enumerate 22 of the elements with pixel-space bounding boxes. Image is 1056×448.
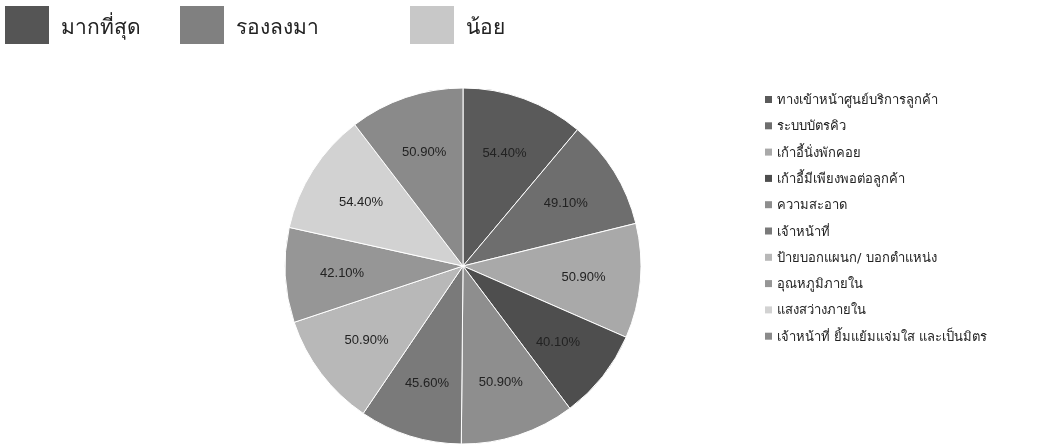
data-label: 50.90% xyxy=(561,269,607,285)
legend-label: แสงสว่างภายใน xyxy=(777,302,866,318)
legend-label: อุณหภูมิภายใน xyxy=(777,276,863,293)
data-label: 50.90% xyxy=(478,374,524,389)
legend-label: ป้ายบอกแผนก/ บอกตำแหน่ง xyxy=(777,249,937,265)
legend-label: เก้าอี้นั่งพักคอย xyxy=(777,142,861,160)
legend-label: ทางเข้าหน้าศูนย์บริการลูกค้า xyxy=(777,92,938,108)
text: มากที่สุด xyxy=(61,12,141,40)
data-label: 42.10% xyxy=(320,265,365,281)
legend-label: เจ้าหน้าที่ ยิ้มแย้มแจ่มใส และเป็นมิตร xyxy=(777,326,988,344)
legend-label: ความสะอาด xyxy=(777,197,847,213)
data-label: 45.60% xyxy=(404,374,450,390)
legend-label: เก้าอี้มีเพียงพอต่อลูกค้า xyxy=(777,168,905,187)
data-label: 54.40% xyxy=(338,193,384,209)
data-label: 54.40% xyxy=(482,145,527,161)
data-label: 49.10% xyxy=(543,195,589,211)
legend-label: เจ้าหน้าที่ xyxy=(777,222,830,239)
data-label: 50.90% xyxy=(344,332,390,348)
text: น้อย xyxy=(466,15,505,39)
text: รองลงมา xyxy=(236,15,319,39)
legend-label: ระบบบัตรคิว xyxy=(777,118,846,134)
data-label: 50.90% xyxy=(402,144,447,160)
